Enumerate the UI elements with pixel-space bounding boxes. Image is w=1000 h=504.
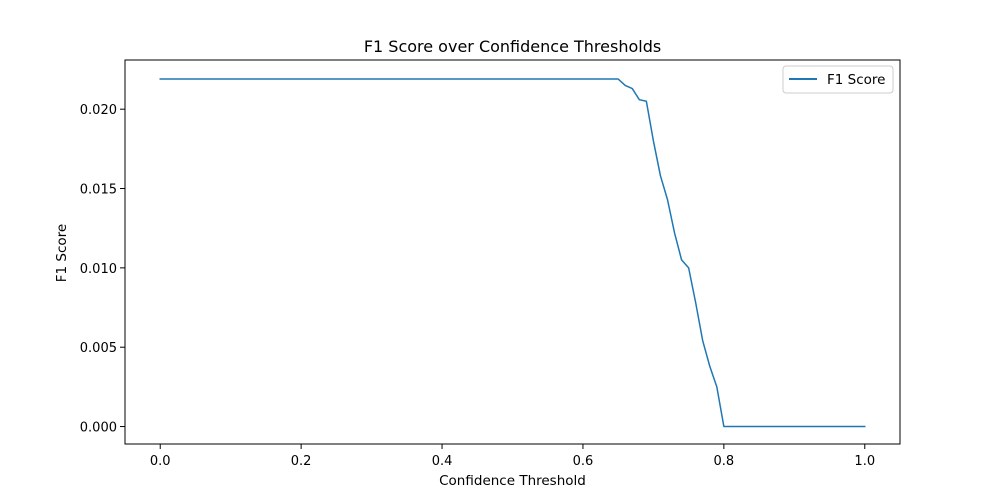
y-tick-label: 0.005 — [80, 341, 117, 356]
series-line-0 — [159, 78, 866, 428]
plot-area: 0.0 0.2 0.4 0.6 0.8 1.0 0.000 0.005 0.010 0.015 0.… — [80, 59, 901, 469]
y-tick-label: 0.015 — [80, 183, 117, 198]
y-tick-label: 0.010 — [80, 262, 117, 277]
x-tick-label: 1.0 — [854, 454, 875, 469]
y-axis-label: F1 Score — [54, 224, 70, 282]
legend-frame — [782, 65, 894, 94]
x-tick-label: 0.2 — [291, 454, 312, 469]
x-tick-label: 0.4 — [432, 454, 453, 469]
legend: F1 Score — [782, 65, 894, 94]
y-tick-label: 0.000 — [80, 421, 117, 436]
legend-label: F1 Score — [827, 72, 885, 88]
x-tick-label: 0.6 — [573, 454, 594, 469]
axes-frame — [124, 59, 901, 445]
x-tick-label: 0.8 — [714, 454, 735, 469]
x-tick-label: 0.0 — [150, 454, 171, 469]
x-axis-label: Confidence Threshold — [439, 473, 586, 489]
chart-title: F1 Score over Confidence Thresholds — [364, 37, 661, 56]
y-tick-label: 0.020 — [80, 103, 117, 118]
